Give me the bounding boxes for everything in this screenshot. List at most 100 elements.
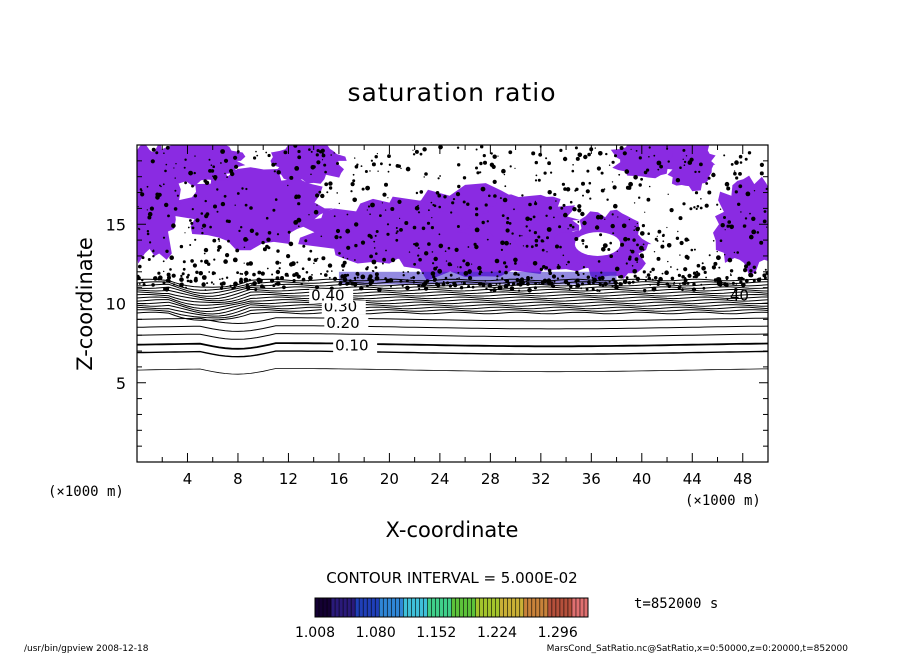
- noise-dot: [592, 281, 595, 285]
- noise-dot: [301, 267, 305, 271]
- noise-dot: [308, 275, 313, 281]
- noise-dot: [572, 164, 574, 166]
- noise-dot: [181, 272, 185, 276]
- noise-dot: [704, 203, 709, 208]
- noise-dot: [508, 150, 513, 155]
- noise-dot: [633, 202, 636, 204]
- contour-label: 0.10: [335, 336, 368, 354]
- noise-dot: [366, 209, 368, 211]
- noise-dot: [730, 274, 732, 277]
- noise-dot: [359, 286, 364, 291]
- noise-dot: [203, 179, 207, 183]
- noise-dot: [462, 176, 467, 180]
- noise-dot: [374, 275, 380, 281]
- noise-dot: [308, 280, 310, 282]
- noise-dot: [194, 155, 196, 157]
- colorbar: [314, 598, 589, 617]
- noise-dot: [744, 157, 748, 161]
- noise-dot: [354, 157, 356, 159]
- noise-dot: [572, 207, 577, 212]
- chart-title: saturation ratio: [347, 78, 556, 107]
- noise-dot: [558, 225, 562, 229]
- noise-dot: [224, 172, 226, 175]
- colorbar-cell: [571, 598, 577, 617]
- noise-dot: [288, 241, 294, 247]
- noise-dot: [614, 284, 619, 290]
- noise-dot: [682, 202, 686, 206]
- noise-dot: [561, 274, 565, 278]
- noise-dot: [507, 282, 510, 286]
- noise-dot: [356, 276, 359, 279]
- noise-dot: [646, 197, 651, 202]
- noise-dot: [609, 254, 613, 258]
- noise-dot: [595, 214, 601, 220]
- noise-dot: [451, 201, 455, 205]
- x-tick-label: 28: [481, 470, 500, 488]
- noise-dot: [608, 280, 611, 283]
- colorbar-cell: [531, 598, 537, 617]
- noise-dot: [509, 243, 512, 245]
- noise-dot: [730, 273, 732, 275]
- noise-dot: [654, 237, 658, 241]
- noise-dot: [537, 178, 541, 182]
- y-tick-label: 15: [106, 215, 126, 234]
- noise-dot: [245, 283, 249, 287]
- noise-dot: [414, 205, 420, 211]
- noise-dot: [219, 286, 224, 290]
- noise-dot: [686, 281, 690, 285]
- noise-dot: [218, 240, 221, 242]
- noise-dot: [201, 227, 203, 230]
- noise-dot: [432, 262, 435, 265]
- noise-dot: [416, 271, 420, 275]
- noise-dot: [225, 219, 229, 223]
- noise-dot: [600, 188, 605, 193]
- noise-dot: [528, 229, 531, 232]
- colorbar-cell: [479, 598, 484, 617]
- noise-dot: [175, 163, 177, 165]
- colorbar-tick-label: 1.152: [416, 625, 456, 641]
- noise-dot: [216, 248, 220, 252]
- noise-dot: [413, 262, 416, 266]
- x-tick-label: 4: [183, 470, 193, 488]
- noise-dot: [417, 211, 421, 214]
- noise-dot: [313, 258, 318, 262]
- noise-dot: [342, 256, 345, 259]
- noise-dot: [711, 172, 715, 176]
- noise-dot: [326, 191, 329, 194]
- noise-dot: [381, 262, 384, 265]
- noise-dot: [234, 164, 239, 169]
- noise-dot: [331, 270, 333, 272]
- noise-dot: [296, 261, 299, 264]
- noise-dot: [462, 200, 466, 204]
- noise-dot: [547, 268, 552, 273]
- noise-dot: [545, 157, 548, 160]
- noise-dot: [539, 267, 544, 271]
- noise-dot: [244, 203, 248, 207]
- noise-dot: [141, 279, 144, 282]
- noise-dot: [338, 282, 343, 286]
- noise-dot: [320, 235, 323, 238]
- colorbar-cell: [415, 598, 420, 617]
- contour-label-bg: [309, 289, 354, 304]
- colorbar-cell: [551, 598, 557, 617]
- noise-dot: [752, 279, 756, 283]
- noise-dot: [526, 282, 530, 286]
- noise-dot: [316, 149, 320, 153]
- noise-dot: [541, 248, 545, 252]
- y-axis: 5 10 15: [106, 160, 768, 447]
- noise-dot: [267, 246, 271, 250]
- noise-dot: [353, 276, 357, 280]
- noise-dot: [432, 278, 437, 282]
- noise-dot: [762, 273, 767, 278]
- noise-dot: [231, 287, 234, 290]
- noise-dot: [436, 283, 441, 288]
- contour-labels: 0.100.200.300.40.40: [309, 286, 749, 354]
- noise-dot: [381, 202, 383, 204]
- noise-dot: [698, 170, 701, 173]
- noise-dot: [204, 289, 207, 291]
- noise-dot: [687, 160, 693, 165]
- noise-dot: [486, 238, 489, 241]
- noise-dot: [517, 273, 520, 277]
- noise-dot: [444, 250, 447, 252]
- noise-dot: [249, 228, 255, 233]
